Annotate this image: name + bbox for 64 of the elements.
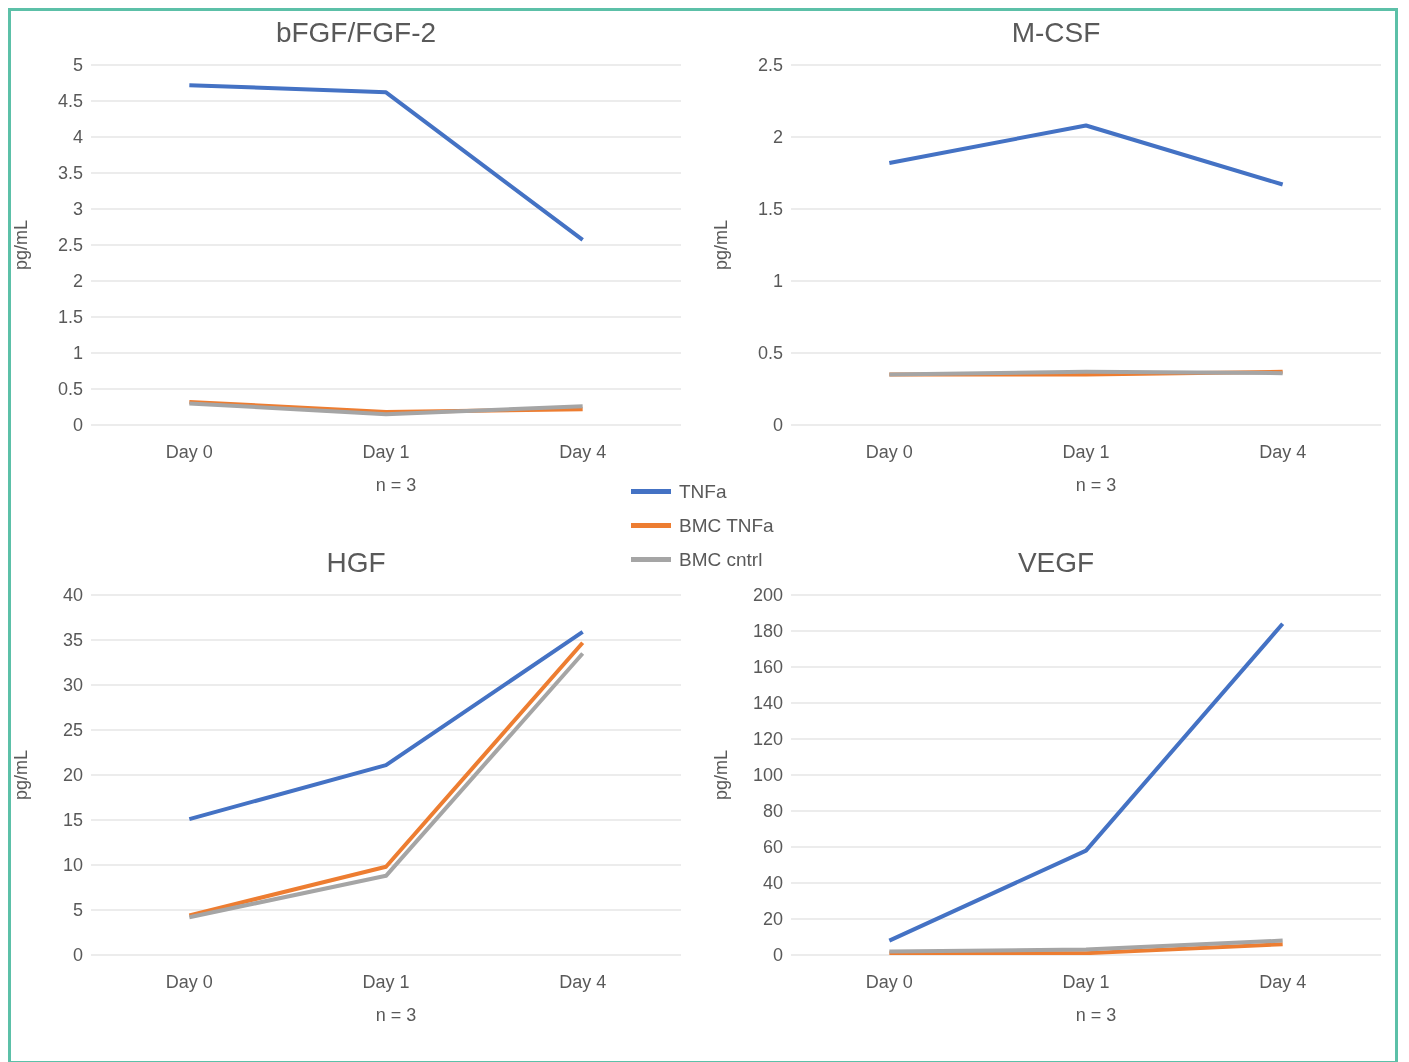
y-tick-label: 4.5 xyxy=(57,91,83,112)
chart-title: VEGF xyxy=(1017,547,1095,578)
y-tick-label: 200 xyxy=(752,585,783,606)
y-tick-label: 0 xyxy=(72,415,83,436)
y-tick-label: 160 xyxy=(752,657,783,678)
x-tick-label: Day 4 xyxy=(559,971,607,992)
x-tick-label: Day 1 xyxy=(1062,971,1110,992)
y-tick-label: 3.5 xyxy=(57,163,83,184)
y-tick-label: 80 xyxy=(762,801,783,822)
y-axis-title: pg/mL xyxy=(711,749,732,801)
y-axis-title: pg/mL xyxy=(11,219,32,271)
x-axis-title: n = 3 xyxy=(375,475,417,495)
x-axis-title: n = 3 xyxy=(1074,1005,1118,1026)
y-tick-label: 35 xyxy=(62,630,83,651)
x-tick-label: Day 0 xyxy=(865,971,913,992)
x-axis-title: n = 3 xyxy=(374,1005,418,1026)
y-tick-label: 2 xyxy=(72,271,83,292)
y-tick-label: 1 xyxy=(772,271,783,292)
x-tick-label: Day 4 xyxy=(1259,971,1307,992)
y-tick-label: 60 xyxy=(762,837,783,858)
y-tick-label: 0 xyxy=(772,415,783,436)
y-tick-label: 15 xyxy=(62,810,83,831)
y-tick-label: 1.5 xyxy=(57,307,83,328)
y-tick-label: 120 xyxy=(752,729,783,750)
y-tick-label: 1.5 xyxy=(757,199,783,220)
y-tick-label: 20 xyxy=(762,909,783,930)
y-tick-label: 0 xyxy=(72,945,83,966)
x-tick-label: Day 1 xyxy=(362,441,410,462)
legend-label: BMC cntrl xyxy=(679,549,763,571)
chart-title: bFGF/FGF-2 xyxy=(274,16,438,50)
x-tick-label: Day 4 xyxy=(1259,441,1307,462)
y-tick-label: 25 xyxy=(62,720,83,741)
y-tick-label: 30 xyxy=(62,675,83,696)
y-tick-label: 140 xyxy=(752,693,783,714)
x-tick-label: Day 0 xyxy=(865,441,913,462)
y-tick-label: 2.5 xyxy=(57,235,83,256)
y-tick-label: 3 xyxy=(72,199,83,220)
y-tick-label: 100 xyxy=(752,765,783,786)
x-tick-label: Day 1 xyxy=(1062,441,1110,462)
y-tick-label: 0 xyxy=(772,945,783,966)
y-tick-label: 5 xyxy=(72,900,83,921)
legend-label: BMC TNFa xyxy=(679,515,774,537)
x-tick-label: Day 0 xyxy=(165,441,213,462)
x-tick-label: Day 0 xyxy=(165,971,213,992)
y-tick-label: 4 xyxy=(72,127,83,148)
chart-title: M-CSF xyxy=(1010,16,1102,50)
x-axis-title: n = 3 xyxy=(1074,475,1118,496)
y-tick-label: 40 xyxy=(62,585,83,606)
y-tick-label: 0.5 xyxy=(57,379,83,400)
y-tick-label: 2 xyxy=(772,127,783,148)
y-tick-label: 0.5 xyxy=(757,343,783,364)
y-tick-label: 1 xyxy=(72,343,83,364)
y-tick-label: 10 xyxy=(62,855,83,876)
y-tick-label: 5 xyxy=(72,55,83,76)
y-tick-label: 20 xyxy=(62,765,83,786)
legend-label: TNFa xyxy=(679,481,727,503)
x-tick-label: Day 1 xyxy=(362,971,410,992)
chart-title: HGF xyxy=(326,547,386,578)
y-tick-label: 180 xyxy=(752,621,783,642)
y-axis-title: pg/mL xyxy=(11,749,32,801)
x-tick-label: Day 4 xyxy=(559,441,607,462)
y-tick-label: 40 xyxy=(762,873,783,894)
y-tick-label: 2.5 xyxy=(757,55,783,76)
y-axis-title: pg/mL xyxy=(711,219,732,271)
